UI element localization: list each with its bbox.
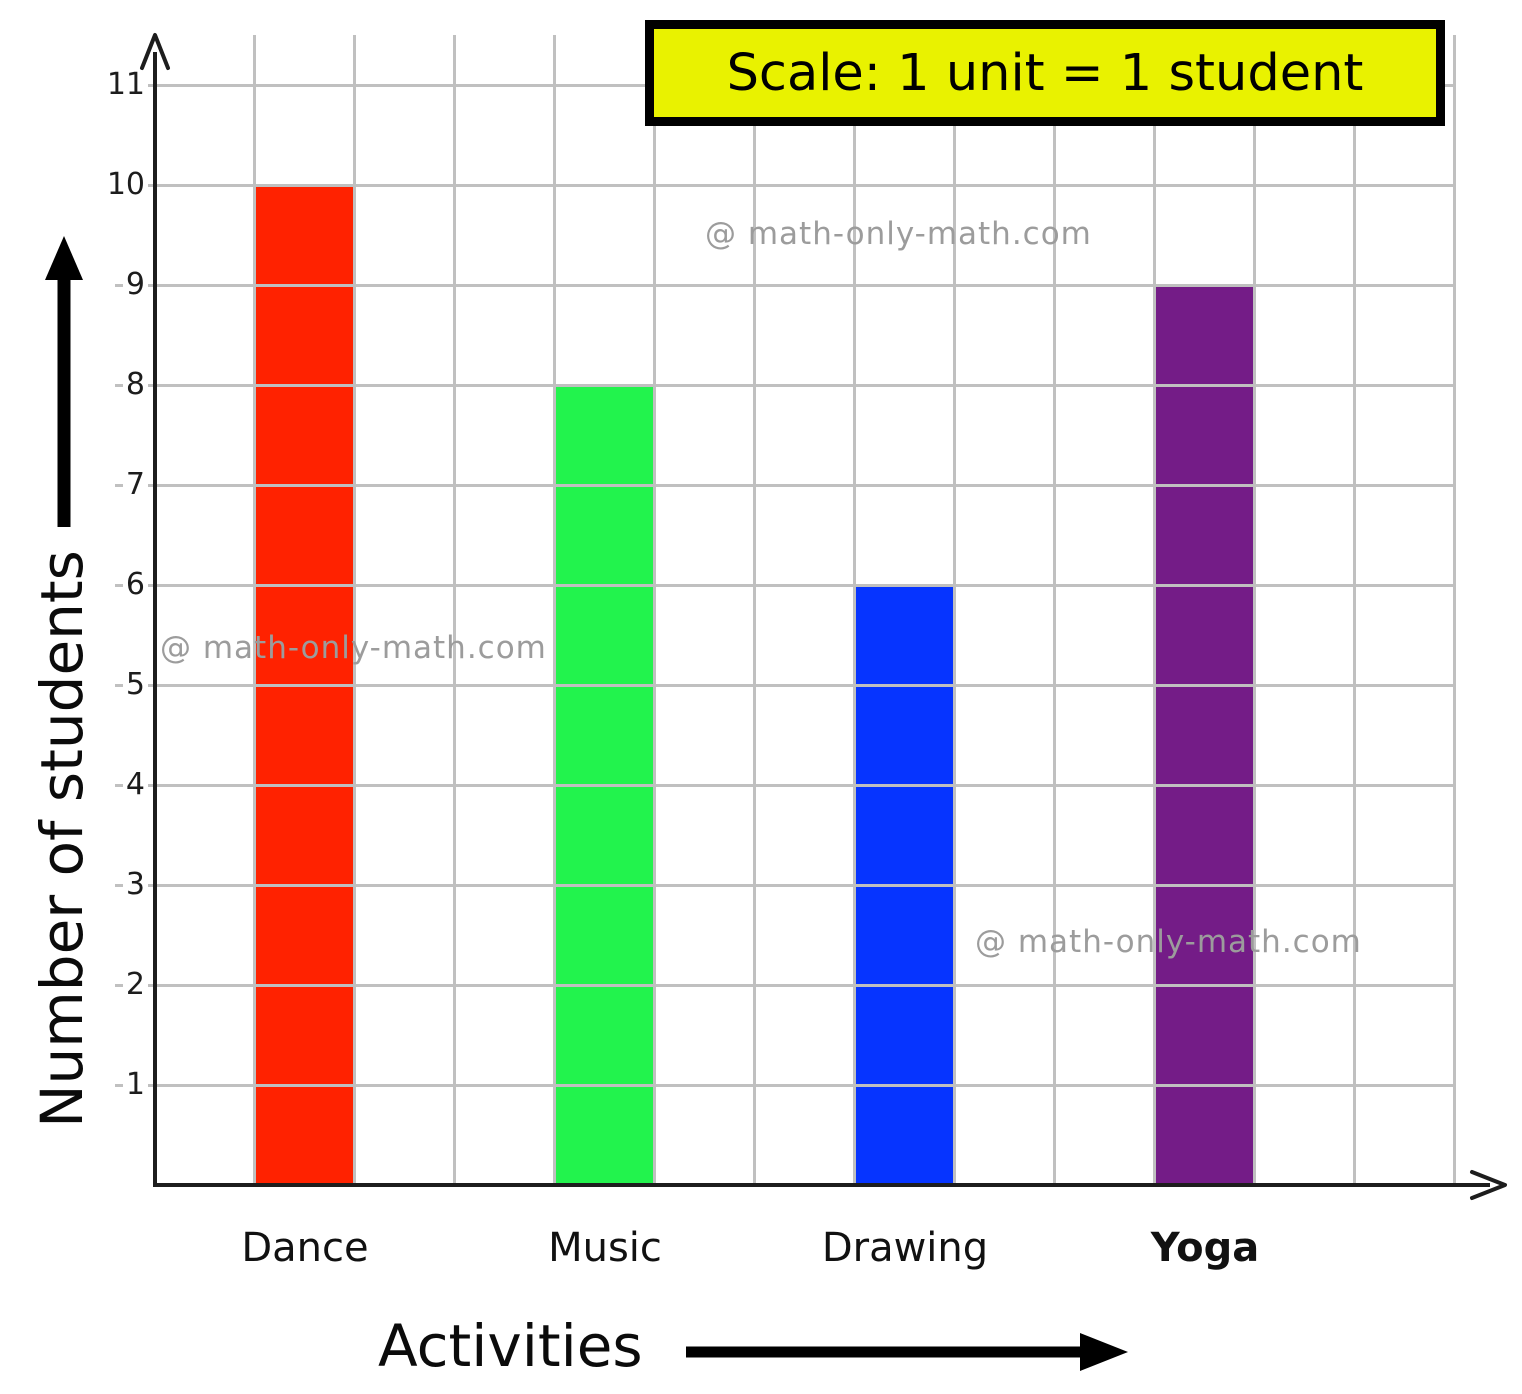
horizontal-gridline	[115, 884, 1455, 887]
scale-legend-box: Scale: 1 unit = 1 student	[645, 20, 1445, 126]
vertical-gridline	[853, 35, 856, 1185]
vertical-gridline	[253, 35, 256, 1185]
vertical-gridline	[1053, 35, 1056, 1185]
plot-area: 1 2 3 4 5 6 7 8 9 10 11	[103, 35, 1456, 1185]
vertical-gridline	[1453, 35, 1456, 1185]
vertical-gridline	[953, 35, 956, 1185]
y-axis-direction-arrow-icon	[45, 236, 83, 527]
y-tick-label: 4	[122, 767, 148, 803]
horizontal-gridline	[115, 684, 1455, 687]
y-tick-label: 5	[122, 667, 148, 703]
watermark-text: @ math-only-math.com	[975, 924, 1362, 960]
watermark-text: @ math-only-math.com	[160, 630, 547, 666]
horizontal-gridline	[115, 1084, 1455, 1087]
vertical-gridline	[1353, 35, 1356, 1185]
y-tick-label: 7	[122, 467, 148, 503]
y-tick-label: 9	[122, 267, 148, 303]
bar-yoga	[1155, 285, 1255, 1185]
vertical-gridline	[753, 35, 756, 1185]
horizontal-gridline	[115, 784, 1455, 787]
horizontal-gridline	[115, 184, 1455, 187]
vertical-gridline	[453, 35, 456, 1185]
vertical-gridline	[653, 35, 656, 1185]
y-tick-label: 6	[122, 567, 148, 603]
x-axis-direction-arrow-icon	[686, 1333, 1128, 1371]
x-axis-title: Activities	[378, 1312, 643, 1380]
category-label-music: Music	[548, 1225, 662, 1271]
y-tick-label: 10	[103, 167, 148, 203]
scale-legend-text: Scale: 1 unit = 1 student	[726, 43, 1364, 103]
vertical-gridline	[353, 35, 356, 1185]
y-tick-label: 8	[122, 367, 148, 403]
x-axis-arrowhead-icon	[1470, 1170, 1507, 1200]
category-label-drawing: Drawing	[821, 1225, 989, 1271]
category-label-yoga: Yoga	[1150, 1225, 1260, 1271]
category-label-dance: Dance	[241, 1225, 369, 1271]
horizontal-gridline	[115, 384, 1455, 387]
y-axis-title: Number of students	[28, 550, 96, 1128]
y-tick-label: 11	[103, 67, 148, 103]
y-tick-label: 2	[122, 967, 148, 1003]
horizontal-gridline	[115, 584, 1455, 587]
vertical-gridline	[553, 35, 556, 1185]
vertical-gridline	[1153, 35, 1156, 1185]
y-tick-label: 3	[122, 867, 148, 903]
horizontal-gridline	[115, 484, 1455, 487]
horizontal-gridline	[115, 984, 1455, 987]
vertical-gridline	[1253, 35, 1256, 1185]
watermark-text: @ math-only-math.com	[705, 216, 1092, 252]
y-tick-label: 1	[122, 1067, 148, 1103]
horizontal-gridline	[115, 284, 1455, 287]
category-axis-labels: Dance Music Drawing Yoga	[155, 1222, 1455, 1274]
